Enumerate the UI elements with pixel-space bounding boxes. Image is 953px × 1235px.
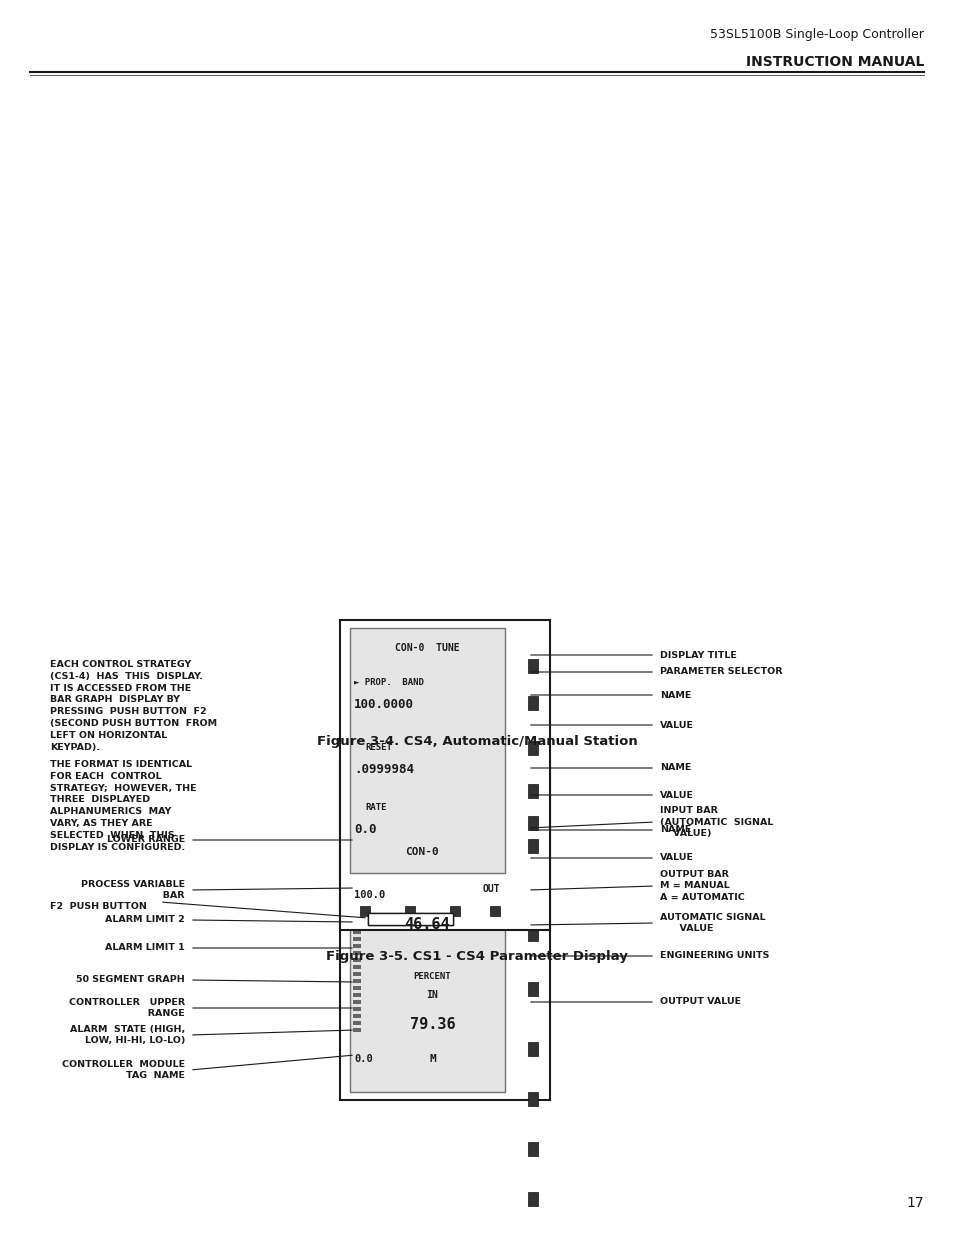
- Bar: [527, 882, 537, 897]
- Text: NAME: NAME: [659, 690, 691, 699]
- Bar: [454, 861, 468, 869]
- Bar: [350, 832, 504, 1092]
- Bar: [527, 784, 537, 798]
- Bar: [374, 861, 388, 869]
- Bar: [527, 697, 537, 710]
- Text: OUTPUT VALUE: OUTPUT VALUE: [659, 998, 740, 1007]
- Text: RESET: RESET: [365, 743, 392, 752]
- Text: CONTROLLER   UPPER
       RANGE: CONTROLLER UPPER RANGE: [69, 998, 185, 1018]
- Bar: [527, 839, 537, 853]
- Text: INSTRUCTION MANUAL: INSTRUCTION MANUAL: [745, 56, 923, 69]
- Text: 53SL5100B Single-Loop Controller: 53SL5100B Single-Loop Controller: [709, 28, 923, 41]
- Text: NAME: NAME: [659, 763, 691, 773]
- Text: VALUE: VALUE: [659, 720, 693, 730]
- Bar: [368, 913, 453, 925]
- Bar: [339, 760, 550, 1100]
- Text: CON-0: CON-0: [405, 847, 439, 857]
- Text: ALARM  STATE (HIGH,
    LOW, HI-HI, LO-LO): ALARM STATE (HIGH, LOW, HI-HI, LO-LO): [70, 1025, 185, 1045]
- Text: NAME: NAME: [659, 825, 691, 835]
- Text: 46.64: 46.64: [404, 918, 450, 932]
- Bar: [368, 913, 453, 925]
- Text: 79.36: 79.36: [409, 1016, 455, 1032]
- Text: Figure 3-5. CS1 - CS4 Parameter Display: Figure 3-5. CS1 - CS4 Parameter Display: [326, 950, 627, 963]
- Text: PERCENT: PERCENT: [414, 972, 451, 981]
- Bar: [405, 906, 415, 916]
- Bar: [353, 909, 360, 913]
- Text: 0.0: 0.0: [354, 823, 376, 836]
- Text: IN: IN: [426, 990, 438, 1000]
- Text: ALARM LIMIT 2: ALARM LIMIT 2: [105, 915, 185, 925]
- Bar: [353, 993, 360, 997]
- Bar: [353, 951, 360, 955]
- Bar: [353, 958, 360, 962]
- Text: PARAMETER SELECTOR: PARAMETER SELECTOR: [659, 667, 781, 677]
- Bar: [527, 927, 537, 941]
- Bar: [339, 620, 550, 930]
- Text: 50 SEGMENT GRAPH: 50 SEGMENT GRAPH: [76, 976, 185, 984]
- Bar: [490, 906, 499, 916]
- Bar: [370, 767, 470, 782]
- Bar: [353, 972, 360, 976]
- Bar: [450, 906, 459, 916]
- Bar: [353, 1014, 360, 1018]
- Text: ALARM LIMIT 1: ALARM LIMIT 1: [105, 944, 185, 952]
- Text: OUTPUT BAR
M = MANUAL
A = AUTOMATIC: OUTPUT BAR M = MANUAL A = AUTOMATIC: [659, 871, 744, 902]
- Bar: [353, 916, 360, 920]
- Bar: [527, 659, 537, 673]
- Text: OUT: OUT: [482, 884, 499, 894]
- Bar: [353, 1021, 360, 1025]
- Bar: [414, 861, 428, 869]
- Bar: [439, 802, 450, 811]
- Bar: [353, 979, 360, 983]
- Bar: [527, 1042, 537, 1056]
- Bar: [350, 629, 504, 873]
- Text: EACH CONTROL STRATEGY
(CS1-4)  HAS  THIS  DISPLAY.
IT IS ACCESSED FROM THE
BAR G: EACH CONTROL STRATEGY (CS1-4) HAS THIS D…: [50, 659, 217, 752]
- Bar: [353, 944, 360, 948]
- Text: 0.0: 0.0: [354, 1053, 373, 1065]
- Bar: [353, 986, 360, 990]
- Text: CONTROLLER  MODULE
    TAG  NAME: CONTROLLER MODULE TAG NAME: [62, 1060, 185, 1081]
- Text: 17: 17: [905, 1195, 923, 1210]
- Bar: [434, 861, 448, 869]
- Text: 100.0: 100.0: [354, 890, 385, 900]
- Text: VALUE: VALUE: [659, 853, 693, 862]
- Bar: [354, 861, 368, 869]
- Bar: [527, 982, 537, 995]
- Text: CON-0  TUNE: CON-0 TUNE: [395, 643, 459, 653]
- Bar: [359, 906, 370, 916]
- Text: PROCESS VARIABLE
   BAR: PROCESS VARIABLE BAR: [81, 881, 185, 900]
- Text: AUTOMATIC SIGNAL
      VALUE: AUTOMATIC SIGNAL VALUE: [659, 913, 765, 934]
- Bar: [527, 1192, 537, 1207]
- Text: INPUT BAR
(AUTOMATIC  SIGNAL
    VALUE): INPUT BAR (AUTOMATIC SIGNAL VALUE): [659, 806, 773, 837]
- Bar: [490, 802, 499, 811]
- Text: ► PROP.  BAND: ► PROP. BAND: [354, 678, 423, 687]
- Text: F2  PUSH BUTTON: F2 PUSH BUTTON: [50, 902, 147, 911]
- Text: M: M: [429, 1053, 436, 1065]
- Text: 100.0000: 100.0000: [354, 698, 414, 711]
- Bar: [353, 1028, 360, 1032]
- Bar: [527, 816, 537, 830]
- Text: .0999984: .0999984: [354, 763, 414, 776]
- Text: RATE: RATE: [365, 803, 386, 811]
- Bar: [399, 802, 410, 811]
- Text: VALUE: VALUE: [659, 790, 693, 799]
- Text: DISPLAY TITLE: DISPLAY TITLE: [659, 651, 736, 659]
- Bar: [359, 802, 370, 811]
- Bar: [527, 1092, 537, 1107]
- Bar: [394, 861, 408, 869]
- Bar: [353, 937, 360, 941]
- Bar: [527, 1142, 537, 1156]
- Text: ENGINEERING UNITS: ENGINEERING UNITS: [659, 951, 768, 961]
- Bar: [353, 1007, 360, 1011]
- Bar: [527, 741, 537, 755]
- Text: LOWER RANGE: LOWER RANGE: [107, 836, 185, 845]
- Bar: [353, 930, 360, 934]
- Bar: [353, 1000, 360, 1004]
- Bar: [353, 923, 360, 927]
- Text: THE FORMAT IS IDENTICAL
FOR EACH  CONTROL
STRATEGY;  HOWEVER, THE
THREE  DISPLAY: THE FORMAT IS IDENTICAL FOR EACH CONTROL…: [50, 760, 196, 852]
- Text: Figure 3-4. CS4, Automatic/Manual Station: Figure 3-4. CS4, Automatic/Manual Statio…: [316, 735, 637, 748]
- Bar: [353, 965, 360, 969]
